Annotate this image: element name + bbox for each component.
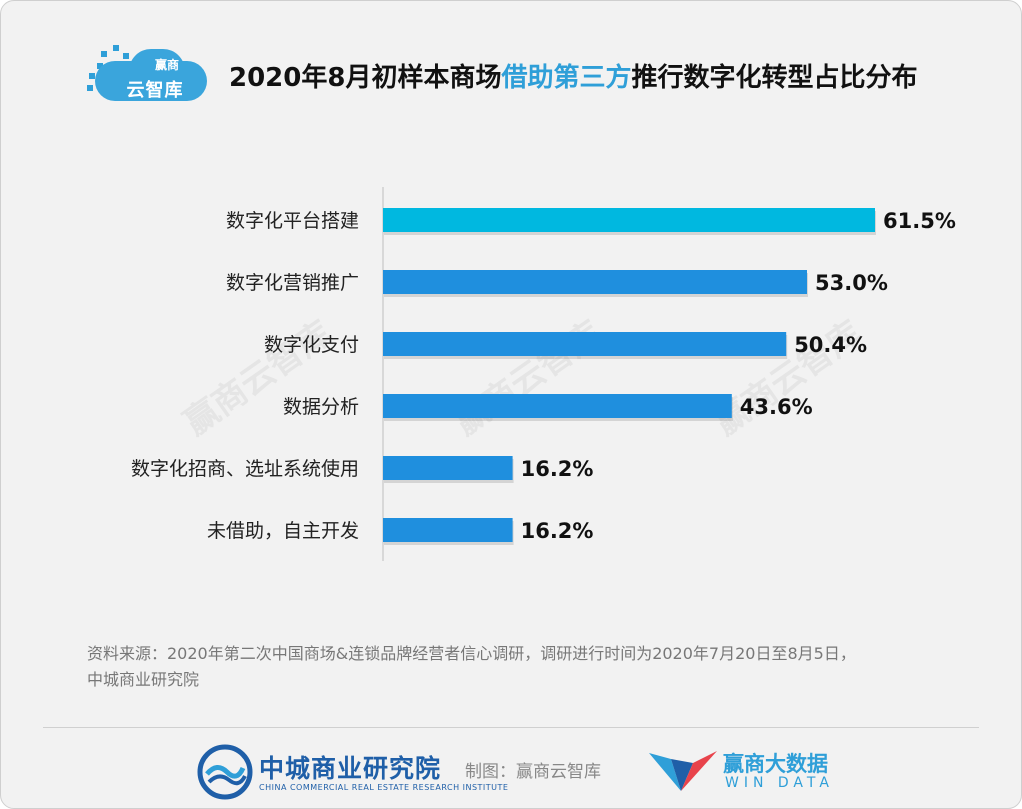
bar-1 <box>383 270 807 294</box>
bar-0 <box>383 208 875 232</box>
source-note: 资料来源：2020年第二次中国商场&连锁品牌经营者信心调研，调研进行时间为202… <box>87 641 987 693</box>
source-line-1: 资料来源：2020年第二次中国商场&连锁品牌经营者信心调研，调研进行时间为202… <box>87 644 856 663</box>
value-label-3: 43.6% <box>740 395 813 419</box>
value-label-2: 50.4% <box>794 333 867 357</box>
yingshang-cloud-logo: 赢商 云智库 <box>87 39 211 105</box>
category-label-1: 数字化营销推广 <box>226 272 359 294</box>
logo-top-text: 赢商 <box>154 58 179 72</box>
category-label-0: 数字化平台搭建 <box>226 210 359 232</box>
value-label-4: 16.2% <box>521 457 594 481</box>
research-institute-name: 中城商业研究院 <box>259 754 442 783</box>
bar-3 <box>383 394 732 418</box>
title-highlight: 借助第三方 <box>501 63 632 93</box>
category-label-2: 数字化支付 <box>264 334 359 356</box>
bar-4 <box>383 456 513 480</box>
divider <box>43 727 979 728</box>
research-institute-sub: CHINA COMMERCIAL REAL ESTATE RESEARCH IN… <box>259 783 509 792</box>
logo-main-text: 云智库 <box>126 80 184 101</box>
win-data-brand-sub: WIN DATA <box>725 775 834 791</box>
category-label-5: 未借助，自主开发 <box>207 520 359 542</box>
made-by-credit: 制图：赢商云智库 <box>465 762 601 782</box>
source-line-2: 中城商业研究院 <box>87 670 200 689</box>
value-label-5: 16.2% <box>521 519 594 543</box>
win-data-logo-icon <box>649 751 717 791</box>
title-part1: 2020年8月初样本商场 <box>229 63 502 93</box>
win-data-brand-name: 赢商大数据 <box>723 752 828 776</box>
title-part2: 推行数字化转型占比分布 <box>631 63 918 93</box>
bar-chart: 数字化平台搭建 61.5% 数字化营销推广 53.0% 数字化支付 50.4% 数据分析 43… <box>131 187 956 561</box>
category-label-4: 数字化招商、选址系统使用 <box>131 458 359 480</box>
bar-2 <box>383 332 787 356</box>
page-title: 2020年8月初样本商场借助第三方推行数字化转型占比分布 <box>229 57 1009 94</box>
research-institute-logo-icon <box>197 744 253 800</box>
category-label-3: 数据分析 <box>283 396 359 418</box>
value-label-0: 61.5% <box>883 209 956 233</box>
bar-5 <box>383 518 513 542</box>
value-label-1: 53.0% <box>815 271 888 295</box>
